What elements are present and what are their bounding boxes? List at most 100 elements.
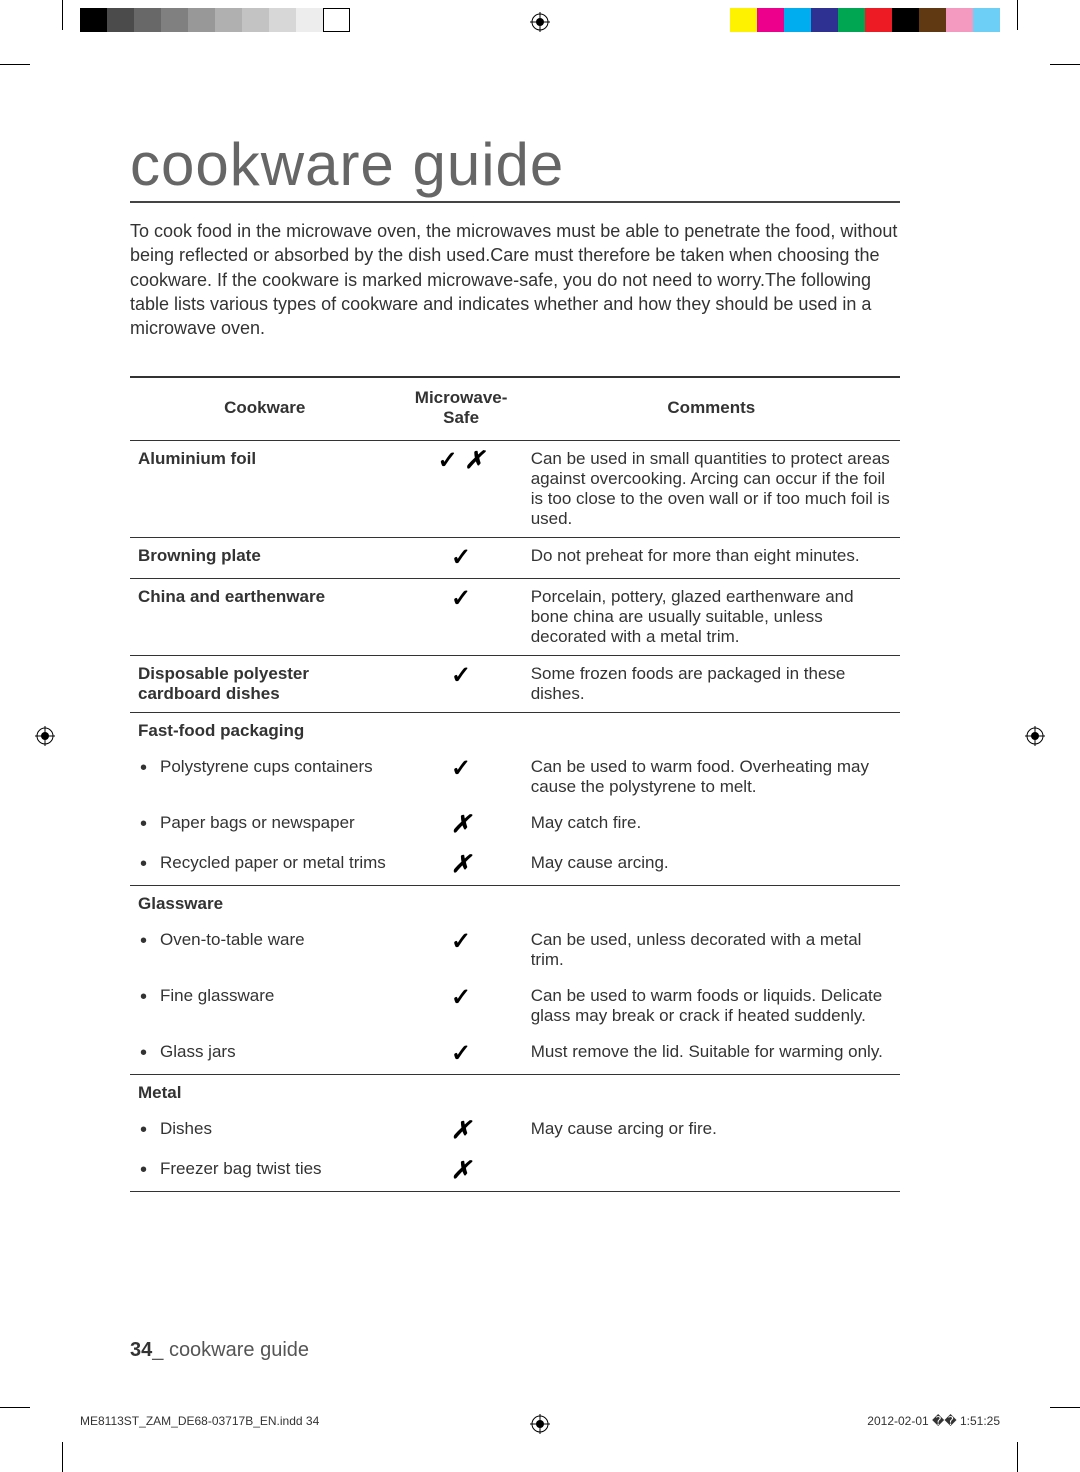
microwave-safe-icon: [400, 1075, 523, 1112]
crop-mark: [1050, 1407, 1080, 1408]
cookware-name: Dishes: [130, 1111, 400, 1151]
page-content: cookware guide To cook food in the micro…: [130, 130, 900, 1362]
table-row: Paper bags or newspaper✗May catch fire.: [130, 805, 900, 845]
cookware-comment: [523, 713, 900, 750]
swatch: [892, 8, 919, 32]
table-row: China and earthenware✓Porcelain, pottery…: [130, 579, 900, 656]
table-row: Metal: [130, 1075, 900, 1112]
swatch: [757, 8, 784, 32]
cookware-name: Oven-to-table ware: [130, 922, 400, 978]
microwave-safe-icon: ✓: [400, 978, 523, 1034]
cookware-comment: Some frozen foods are packaged in these …: [523, 656, 900, 713]
cookware-name: Paper bags or newspaper: [130, 805, 400, 845]
crop-mark: [0, 1407, 30, 1408]
microwave-safe-icon: [400, 886, 523, 923]
swatch: [784, 8, 811, 32]
table-row: Fast-food packaging: [130, 713, 900, 750]
cookware-comment: May cause arcing.: [523, 845, 900, 886]
swatch: [919, 8, 946, 32]
registration-mark-left: [35, 726, 55, 746]
doc-timestamp: 2012-02-01 �� 1:51:25: [867, 1414, 1000, 1428]
crop-mark: [62, 1442, 63, 1472]
crop-mark: [0, 64, 30, 65]
table-row: Fine glassware✓Can be used to warm foods…: [130, 978, 900, 1034]
page-number: 34: [130, 1339, 152, 1361]
microwave-safe-icon: [400, 713, 523, 750]
cookware-name: Browning plate: [130, 538, 400, 579]
swatch: [730, 8, 757, 32]
crop-mark: [62, 0, 63, 30]
footer-sep: _: [152, 1339, 163, 1361]
cookware-name: Recycled paper or metal trims: [130, 845, 400, 886]
swatch: [296, 8, 323, 32]
header-microwave-safe: Microwave-Safe: [400, 377, 523, 441]
swatch: [80, 8, 107, 32]
table-row: Disposable polyester cardboard dishes✓So…: [130, 656, 900, 713]
crop-mark: [1017, 1442, 1018, 1472]
cookware-comment: Can be used, unless decorated with a met…: [523, 922, 900, 978]
swatch: [811, 8, 838, 32]
cookware-name: Metal: [130, 1075, 400, 1112]
table-row: Browning plate✓Do not preheat for more t…: [130, 538, 900, 579]
table-row: Glass jars✓Must remove the lid. Suitable…: [130, 1034, 900, 1075]
cookware-comment: [523, 1151, 900, 1192]
cookware-name: Glass jars: [130, 1034, 400, 1075]
cookware-name: Disposable polyester cardboard dishes: [130, 656, 400, 713]
cookware-comment: Porcelain, pottery, glazed earthenware a…: [523, 579, 900, 656]
page-footer: 34_ cookware guide: [130, 1339, 309, 1362]
table-row: Oven-to-table ware✓Can be used, unless d…: [130, 922, 900, 978]
grayscale-swatches: [80, 8, 350, 32]
cookware-comment: Must remove the lid. Suitable for warmin…: [523, 1034, 900, 1075]
cookware-name: Glassware: [130, 886, 400, 923]
swatch: [161, 8, 188, 32]
document-metadata: ME8113ST_ZAM_DE68-03717B_EN.indd 34 2012…: [80, 1414, 1000, 1428]
cookware-comment: [523, 1075, 900, 1112]
table-row: Recycled paper or metal trims✗May cause …: [130, 845, 900, 886]
swatch: [242, 8, 269, 32]
swatch: [973, 8, 1000, 32]
registration-mark-top: [530, 12, 550, 32]
cookware-comment: May catch fire.: [523, 805, 900, 845]
cookware-table: Cookware Microwave-Safe Comments Alumini…: [130, 376, 900, 1192]
swatch: [865, 8, 892, 32]
swatch: [107, 8, 134, 32]
microwave-safe-icon: ✓ ✗: [400, 441, 523, 538]
crop-mark: [1050, 64, 1080, 65]
swatch: [188, 8, 215, 32]
swatch: [215, 8, 242, 32]
cookware-comment: Do not preheat for more than eight minut…: [523, 538, 900, 579]
table-row: Polystyrene cups containers✓Can be used …: [130, 749, 900, 805]
microwave-safe-icon: ✓: [400, 656, 523, 713]
swatch: [323, 8, 350, 32]
table-header-row: Cookware Microwave-Safe Comments: [130, 377, 900, 441]
header-comments: Comments: [523, 377, 900, 441]
swatch: [838, 8, 865, 32]
header-cookware: Cookware: [130, 377, 400, 441]
color-swatches: [730, 8, 1000, 32]
cookware-name: Fast-food packaging: [130, 713, 400, 750]
registration-mark-right: [1025, 726, 1045, 746]
cookware-comment: Can be used to warm food. Overheating ma…: [523, 749, 900, 805]
cookware-name: Freezer bag twist ties: [130, 1151, 400, 1192]
microwave-safe-icon: ✗: [400, 1111, 523, 1151]
footer-section: cookware guide: [169, 1339, 309, 1361]
table-row: Freezer bag twist ties✗: [130, 1151, 900, 1192]
doc-filename: ME8113ST_ZAM_DE68-03717B_EN.indd 34: [80, 1414, 319, 1428]
microwave-safe-icon: ✓: [400, 1034, 523, 1075]
table-row: Glassware: [130, 886, 900, 923]
microwave-safe-icon: ✗: [400, 805, 523, 845]
cookware-comment: May cause arcing or fire.: [523, 1111, 900, 1151]
microwave-safe-icon: ✗: [400, 845, 523, 886]
table-body: Aluminium foil✓ ✗Can be used in small qu…: [130, 441, 900, 1192]
intro-paragraph: To cook food in the microwave oven, the …: [130, 219, 900, 340]
cookware-name: Aluminium foil: [130, 441, 400, 538]
table-row: Aluminium foil✓ ✗Can be used in small qu…: [130, 441, 900, 538]
microwave-safe-icon: ✓: [400, 579, 523, 656]
swatch: [269, 8, 296, 32]
microwave-safe-icon: ✗: [400, 1151, 523, 1192]
cookware-comment: [523, 886, 900, 923]
cookware-comment: Can be used in small quantities to prote…: [523, 441, 900, 538]
cookware-comment: Can be used to warm foods or liquids. De…: [523, 978, 900, 1034]
cookware-name: Polystyrene cups containers: [130, 749, 400, 805]
cookware-name: China and earthenware: [130, 579, 400, 656]
